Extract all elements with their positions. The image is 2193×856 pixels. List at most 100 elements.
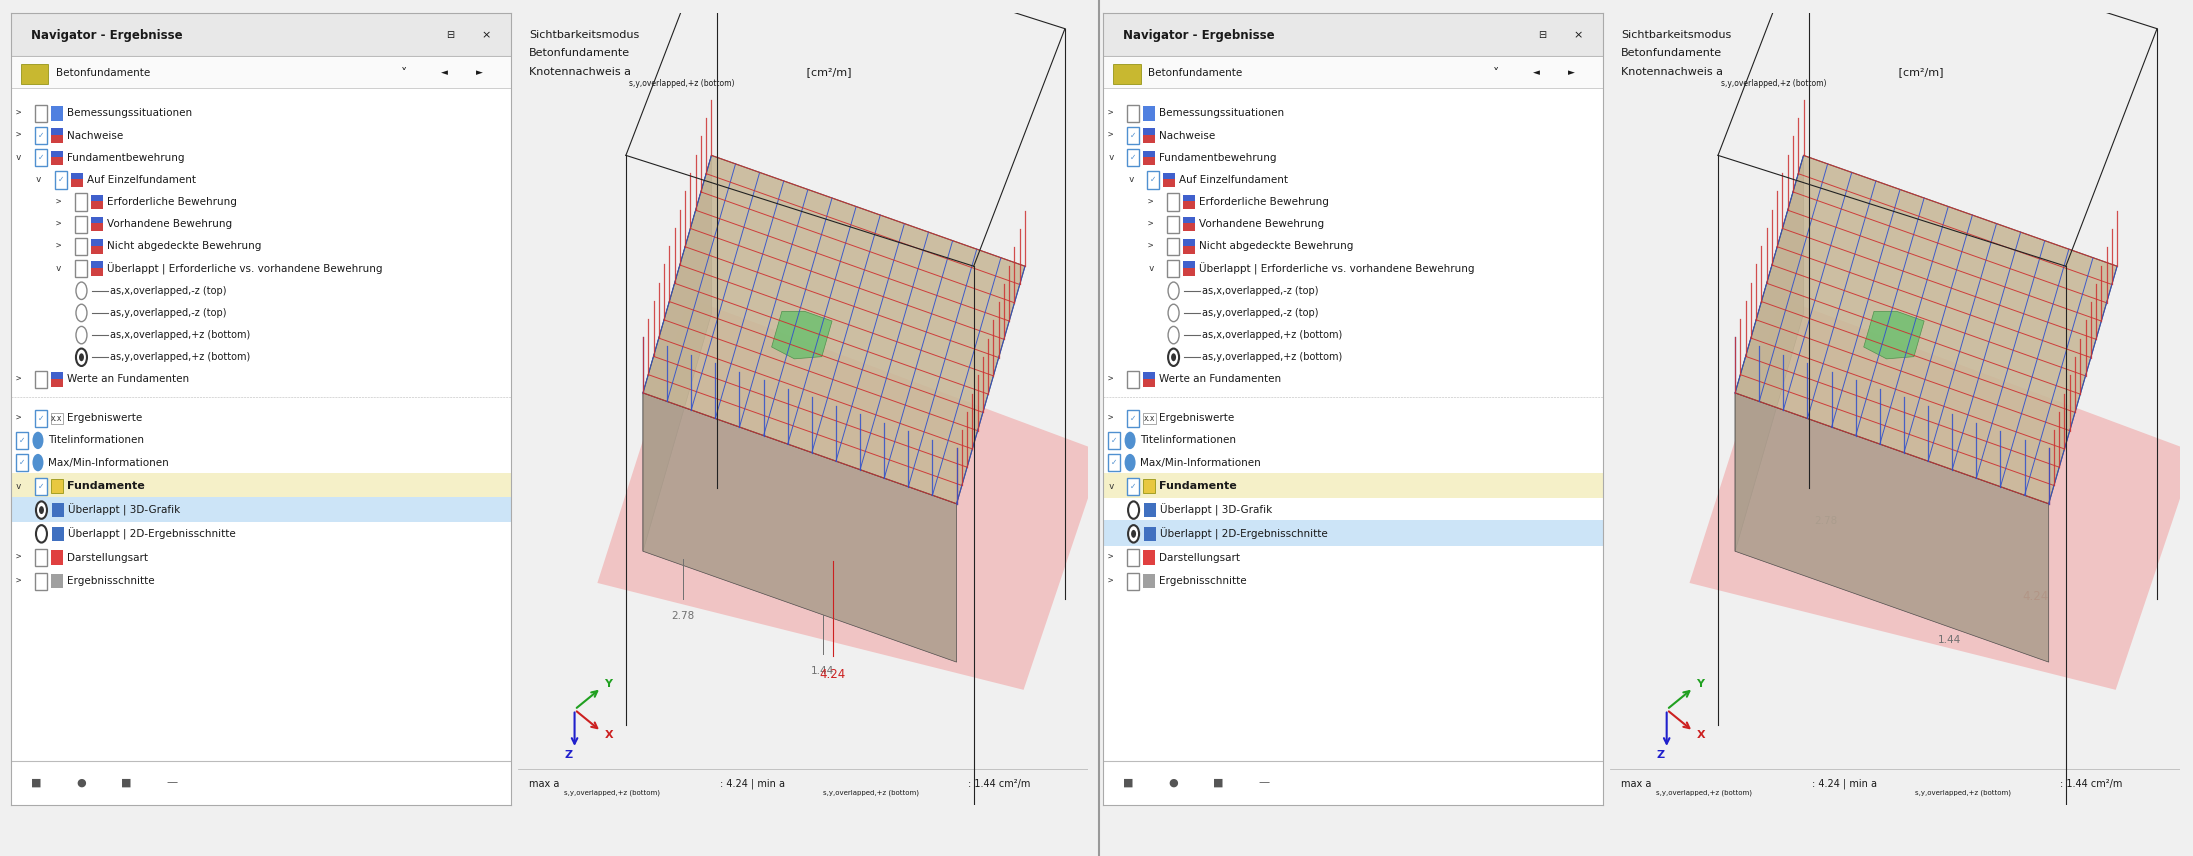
Bar [1127, 549, 1138, 567]
Polygon shape [643, 156, 1024, 503]
Bar [1127, 478, 1138, 495]
Bar [1182, 261, 1195, 268]
Text: >: > [1107, 413, 1114, 423]
Bar [1143, 151, 1156, 165]
Text: >: > [57, 242, 61, 251]
Text: Betonfundamente: Betonfundamente [57, 68, 149, 78]
Circle shape [1169, 304, 1180, 322]
Bar [90, 261, 103, 268]
Bar [15, 431, 29, 449]
Bar [11, 496, 511, 522]
Bar [1162, 173, 1175, 179]
Bar [1143, 128, 1156, 143]
Text: ✓: ✓ [20, 436, 24, 445]
Bar [1145, 503, 1156, 517]
Text: Ergebniswerte: Ergebniswerte [68, 413, 143, 423]
Text: >: > [15, 577, 22, 586]
Polygon shape [1735, 393, 2048, 663]
Bar [15, 454, 29, 472]
Bar [1127, 371, 1138, 388]
Text: Überlappt | Erforderliche vs. vorhandene Bewehrung: Überlappt | Erforderliche vs. vorhandene… [1200, 263, 1474, 275]
Text: X: X [1697, 730, 1706, 740]
Bar [1143, 128, 1156, 134]
Text: as,y,overlapped,-z (top): as,y,overlapped,-z (top) [110, 308, 226, 318]
Text: ►: ► [476, 68, 482, 78]
Text: [cm²/m]: [cm²/m] [1895, 67, 1943, 77]
Text: >: > [15, 553, 22, 562]
Text: Vorhandene Bewehrung: Vorhandene Bewehrung [107, 219, 232, 229]
Text: Fundamentbewehrung: Fundamentbewehrung [1160, 152, 1276, 163]
Bar [1167, 238, 1180, 255]
Text: Bemessungssituationen: Bemessungssituationen [1160, 109, 1285, 118]
Bar [90, 217, 103, 223]
Text: ⊟: ⊟ [445, 30, 454, 40]
Bar [1143, 550, 1156, 565]
Text: Y: Y [605, 680, 612, 689]
Text: ■: ■ [1213, 777, 1224, 788]
Text: Vorhandene Bewehrung: Vorhandene Bewehrung [1200, 219, 1325, 229]
Bar [53, 526, 64, 541]
Text: Überlappt | 3D-Grafik: Überlappt | 3D-Grafik [1160, 504, 1272, 516]
Text: >: > [1149, 220, 1154, 229]
Text: Nicht abgedeckte Bewehrung: Nicht abgedeckte Bewehrung [1200, 241, 1353, 252]
Polygon shape [1864, 312, 1923, 359]
Circle shape [77, 326, 88, 344]
Text: Überlappt | Erforderliche vs. vorhandene Bewehrung: Überlappt | Erforderliche vs. vorhandene… [107, 263, 382, 275]
Bar [1103, 520, 1603, 546]
Text: ✓: ✓ [37, 153, 44, 163]
Text: [cm²/m]: [cm²/m] [803, 67, 851, 77]
Circle shape [1169, 282, 1180, 300]
Circle shape [1125, 454, 1136, 472]
Text: X: X [605, 730, 614, 740]
Bar [35, 104, 46, 122]
Text: Max/Min-Informationen: Max/Min-Informationen [48, 458, 169, 467]
Polygon shape [596, 298, 1103, 690]
Text: >: > [1107, 109, 1114, 118]
Text: ⊟: ⊟ [1537, 30, 1546, 40]
Bar [50, 128, 64, 143]
Text: ˅: ˅ [401, 67, 408, 80]
Bar [1182, 240, 1195, 253]
Polygon shape [643, 156, 711, 551]
Text: s,y,overlapped,+z (bottom): s,y,overlapped,+z (bottom) [564, 789, 660, 796]
Text: v: v [35, 175, 42, 184]
Text: >: > [1149, 242, 1154, 251]
Bar [1103, 58, 1603, 88]
Text: —: — [167, 777, 178, 788]
Text: Sichtbarkeitsmodus: Sichtbarkeitsmodus [529, 30, 638, 40]
Bar [35, 478, 46, 495]
Bar [1167, 216, 1180, 233]
Text: ✓: ✓ [37, 413, 44, 423]
Bar [50, 128, 64, 134]
Text: ✓: ✓ [1112, 458, 1116, 467]
Text: s,y,overlapped,+z (bottom): s,y,overlapped,+z (bottom) [629, 80, 735, 88]
Bar [35, 549, 46, 567]
Circle shape [1169, 348, 1180, 366]
Bar [1182, 261, 1195, 276]
Text: Max/Min-Informationen: Max/Min-Informationen [1140, 458, 1261, 467]
Text: —: — [1259, 777, 1270, 788]
Text: v: v [57, 265, 61, 273]
Bar [50, 550, 64, 565]
Text: x.x: x.x [1143, 413, 1156, 423]
Bar [70, 173, 83, 179]
Text: 2.78: 2.78 [671, 610, 695, 621]
Polygon shape [1735, 156, 1803, 551]
Text: Navigator - Ergebnisse: Navigator - Ergebnisse [1123, 28, 1274, 41]
Circle shape [35, 525, 46, 543]
Text: as,x,overlapped,-z (top): as,x,overlapped,-z (top) [110, 286, 226, 296]
Circle shape [77, 348, 88, 366]
Circle shape [33, 454, 44, 472]
Text: v: v [1149, 265, 1154, 273]
Text: Erforderliche Bewehrung: Erforderliche Bewehrung [1200, 197, 1329, 207]
Text: v: v [1107, 482, 1114, 490]
Text: ●: ● [77, 777, 86, 788]
Bar [1143, 574, 1156, 588]
Text: Darstellungsart: Darstellungsart [1160, 553, 1239, 562]
Circle shape [1171, 354, 1175, 361]
Bar [1167, 193, 1180, 211]
Bar [90, 240, 103, 246]
Circle shape [35, 502, 46, 519]
Text: v: v [1127, 175, 1134, 184]
Bar [50, 151, 64, 157]
